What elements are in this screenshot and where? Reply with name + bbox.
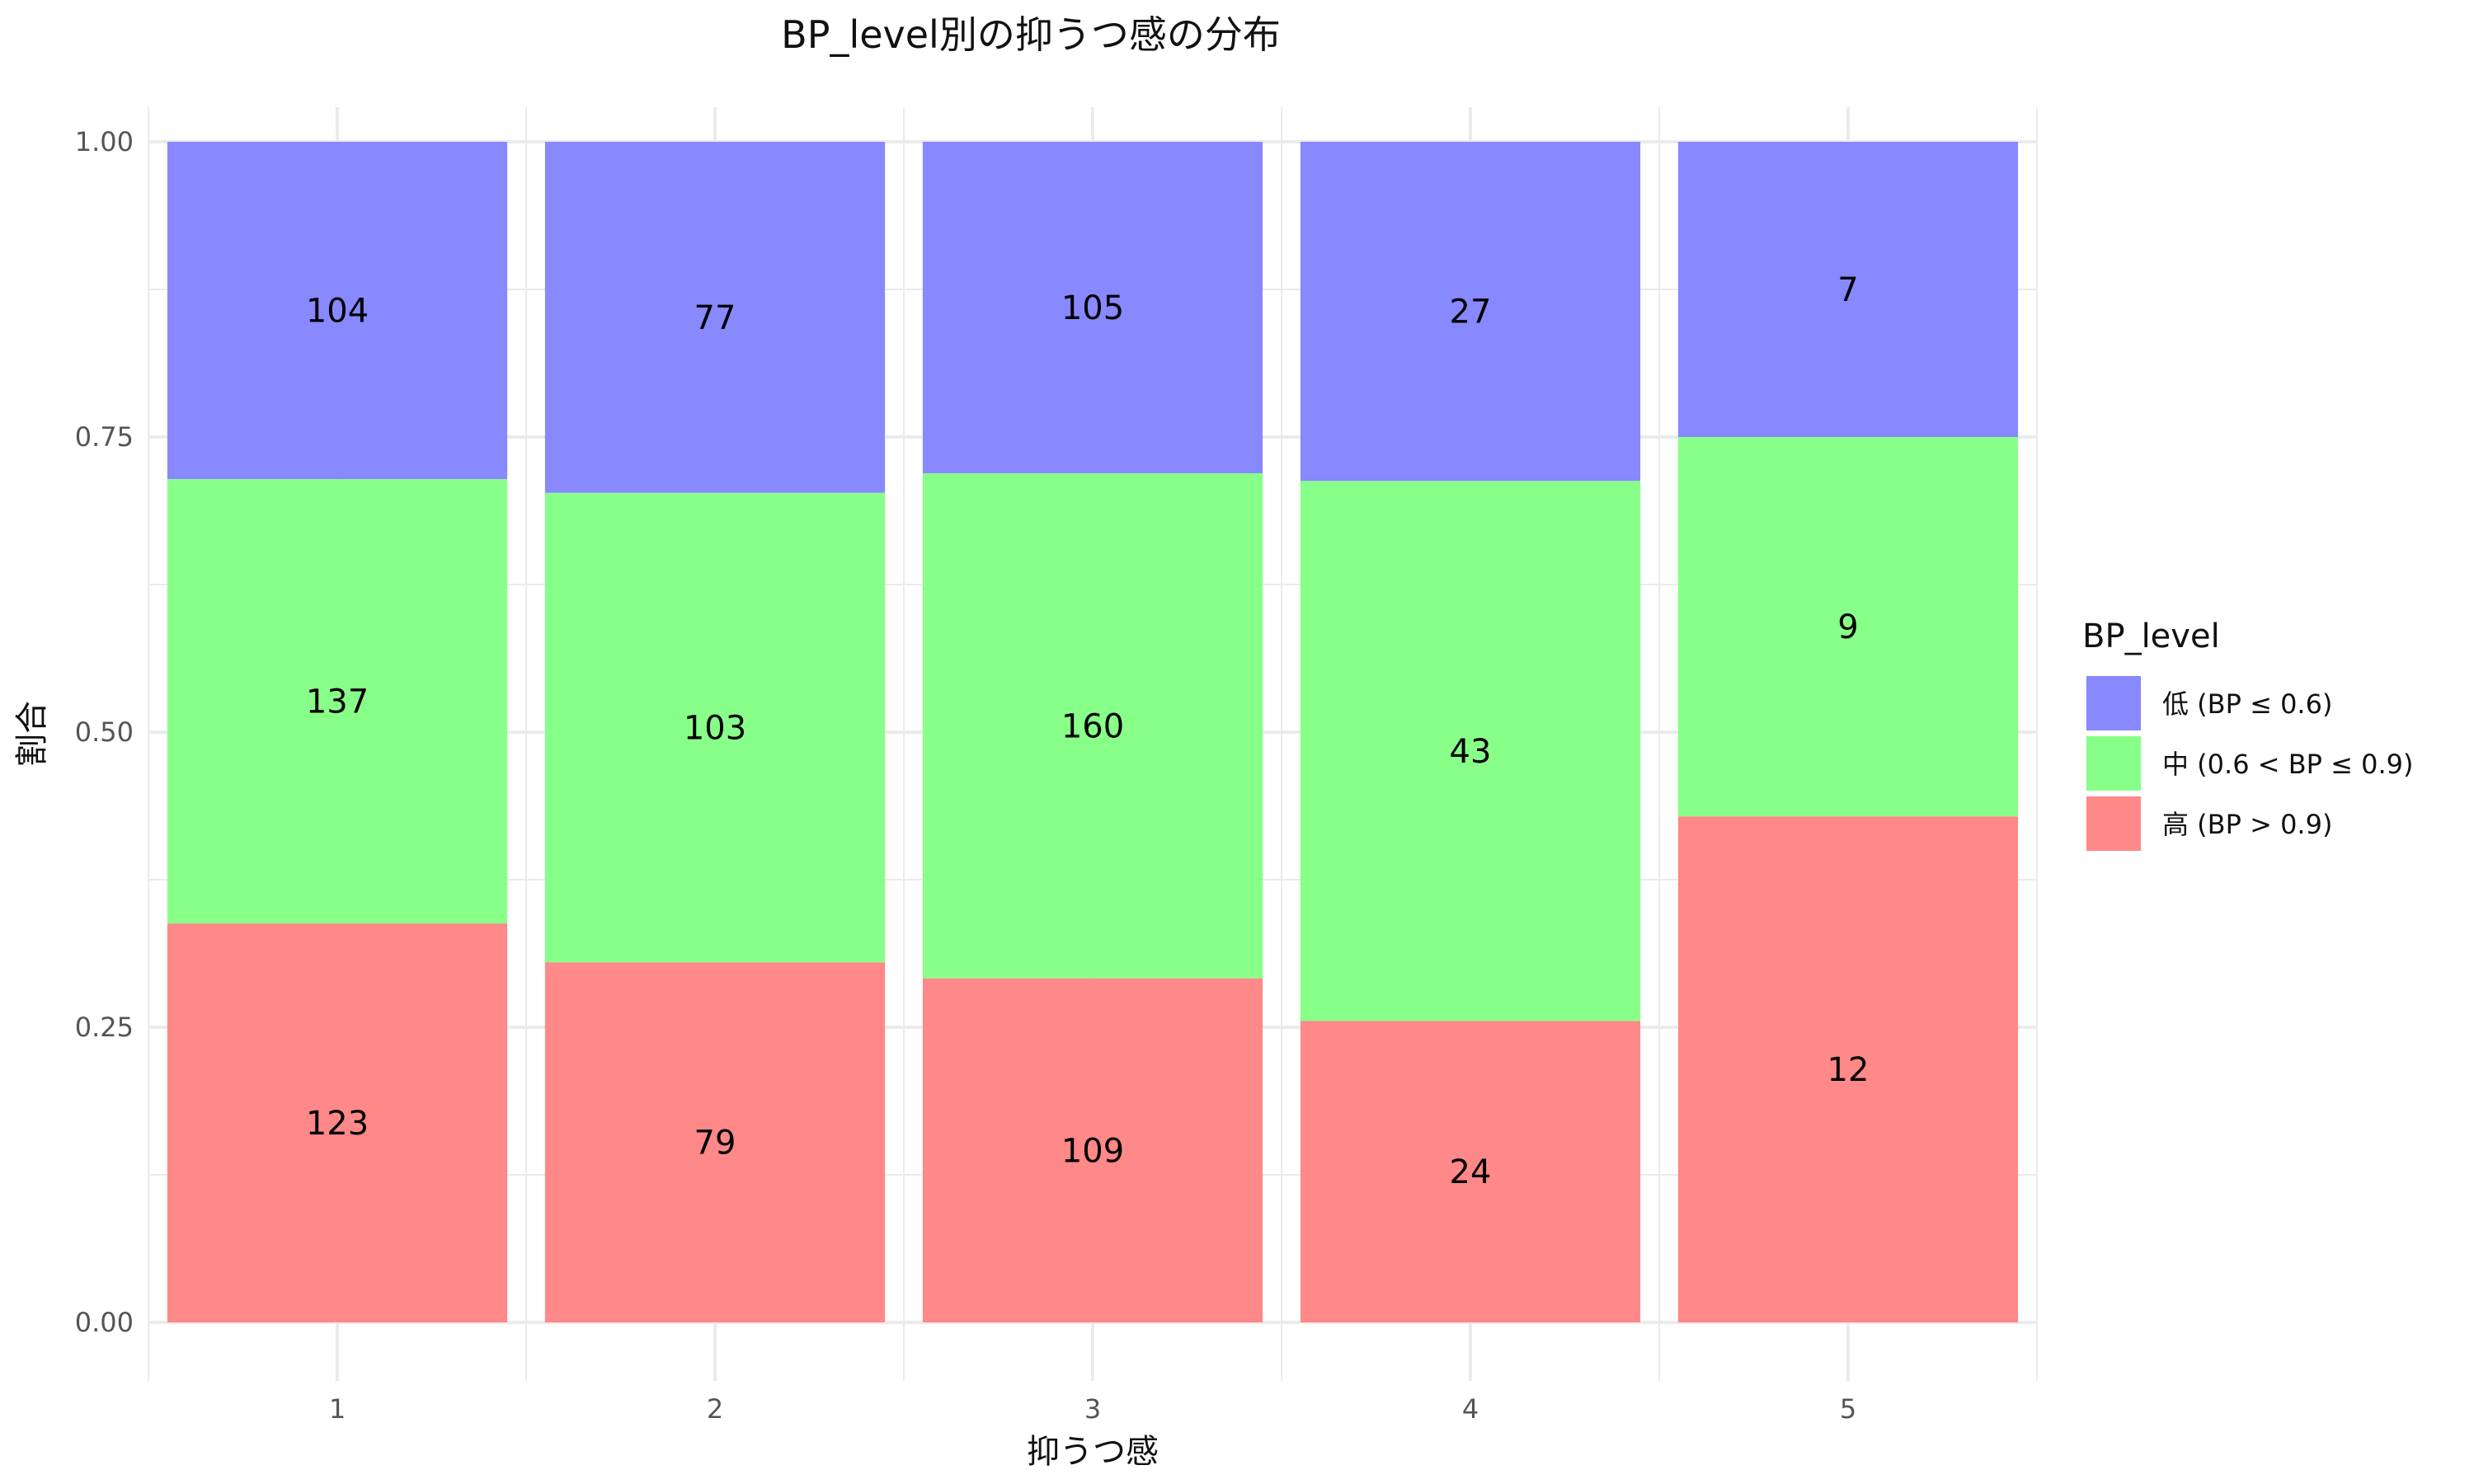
legend-swatch [2086,736,2141,791]
bar-segment [544,962,886,1322]
bar-segment [922,142,1263,474]
bar-segment [1677,437,2019,817]
legend-swatch [2086,796,2141,851]
y-tick-label: 0.25 [75,1012,134,1043]
data-label: 103 [684,709,746,747]
data-label: 12 [1827,1051,1870,1089]
bar-segment [167,923,508,1322]
bar-segment [922,473,1263,979]
y-tick-label: 1.00 [75,126,134,157]
bar-segment [1677,816,2019,1322]
data-label: 77 [694,299,736,337]
data-label: 9 [1837,608,1858,646]
bar-segment [922,978,1263,1322]
bars [167,142,2019,1322]
data-label: 105 [1061,289,1124,327]
segment-labels: 123 137 104 79 103 77 109 160 105 24 43 27 12 9 7 [306,271,1870,1191]
data-label: 43 [1450,733,1492,771]
legend-label: 中 (0.6 < BP ≤ 0.9) [2162,749,2414,780]
data-label: 104 [306,293,369,331]
bar-segment [1300,142,1641,481]
x-tick-label: 5 [1840,1393,1856,1425]
data-label: 79 [694,1125,736,1162]
x-tick-label: 1 [329,1393,346,1425]
x-tick-label: 4 [1462,1393,1479,1425]
y-tick-label: 0.50 [75,716,134,748]
legend-label: 高 (BP > 0.9) [2162,809,2332,840]
data-label: 109 [1061,1132,1124,1170]
data-label: 24 [1450,1153,1492,1191]
legend-title: BP_level [2082,618,2220,655]
data-label: 27 [1450,294,1492,331]
data-label: 7 [1837,271,1858,309]
x-tick-label: 3 [1084,1393,1101,1425]
bar-segment [1300,1021,1641,1322]
legend-label: 低 (BP ≤ 0.6) [2162,688,2332,720]
bar-segment [1300,481,1641,1021]
x-axis-title: 抑うつ感 [1027,1433,1159,1471]
x-tick-label: 2 [707,1393,723,1425]
bar-segment [167,142,508,480]
data-label: 160 [1061,707,1124,745]
legend: BP_level 低 (BP ≤ 0.6) 中 (0.6 < BP ≤ 0.9) 高… [2082,618,2414,851]
bar-segment [544,492,886,963]
y-tick-label: 0.75 [75,421,134,453]
bar-segment [544,142,886,493]
x-axis-ticks: 1 2 3 4 5 [329,1393,1856,1425]
y-axis-title: 割合 [13,701,51,767]
bar-segment [1677,142,2019,437]
data-label: 137 [306,683,369,721]
data-label: 123 [306,1105,369,1143]
bar-segment [167,479,508,924]
legend-swatch [2086,676,2141,730]
chart-title: BP_level別の抑うつ感の分布 [781,12,1281,57]
y-axis-ticks: 0.00 0.25 0.50 0.75 1.00 [75,126,134,1338]
y-tick-label: 0.00 [75,1307,134,1338]
